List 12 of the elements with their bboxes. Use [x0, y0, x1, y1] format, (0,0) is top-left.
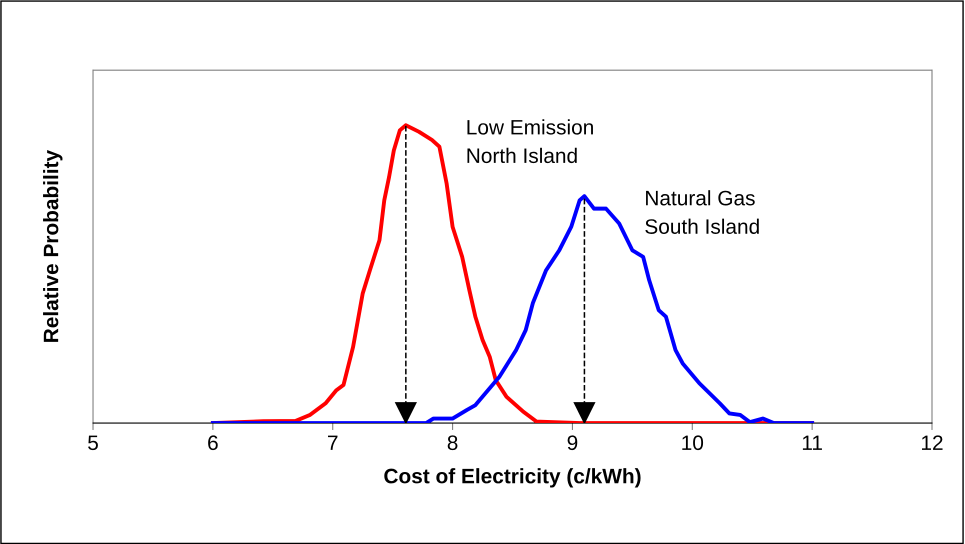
- y-axis-title: Relative Probability: [43, 150, 62, 342]
- x-axis-title: Cost of Electricity (c/kWh): [384, 468, 641, 488]
- x-tick-label: 10: [682, 435, 704, 450]
- series-label: Natural Gas South Island: [645, 190, 759, 234]
- x-tick-label: 12: [922, 435, 943, 450]
- series-label: Low Emission North Island: [467, 119, 593, 164]
- x-tick-label: 7: [328, 436, 338, 450]
- x-tick-label: 8: [448, 435, 458, 450]
- x-tick-label: 11: [802, 436, 822, 450]
- x-tick-label: 6: [208, 435, 218, 450]
- x-tick-label: 9: [568, 435, 578, 450]
- x-tick-label: 5: [88, 436, 98, 450]
